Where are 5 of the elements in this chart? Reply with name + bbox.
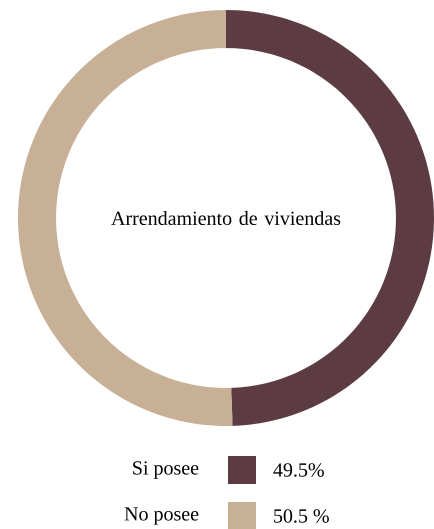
legend-label: No posee <box>124 507 198 525</box>
text: Arrendamiento de viviendas <box>111 210 340 226</box>
legend-label: Si posee <box>133 461 198 479</box>
data-label: 49.5% <box>273 463 324 477</box>
data-label: 50.5 % <box>274 509 329 523</box>
